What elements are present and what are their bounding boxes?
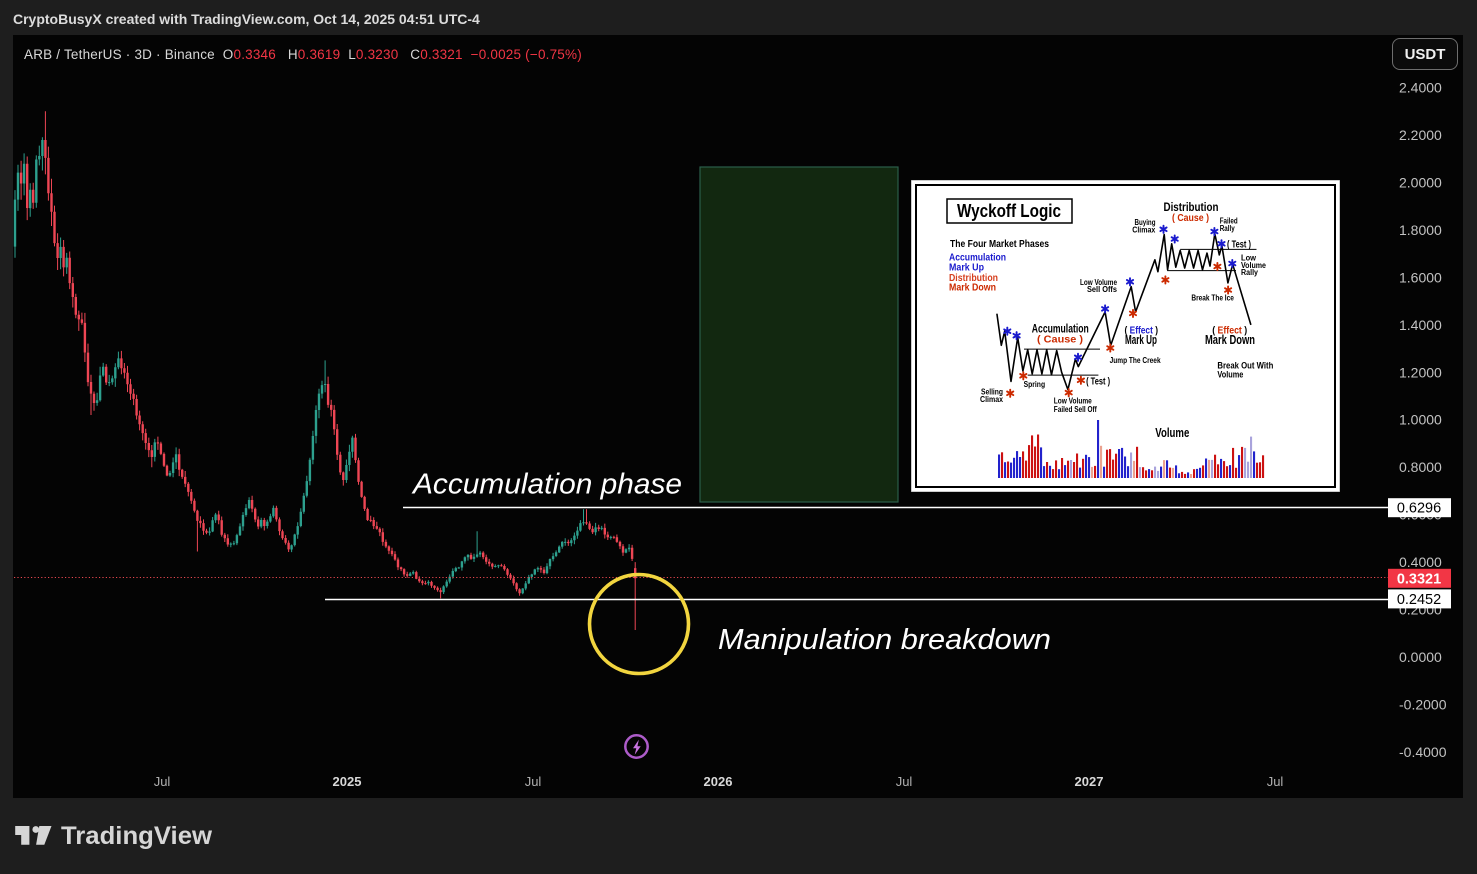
svg-text:0.2452: 0.2452 xyxy=(1397,592,1441,608)
svg-text:( Effect ): ( Effect ) xyxy=(1125,324,1159,336)
svg-text:Jump The Creek: Jump The Creek xyxy=(1110,356,1161,365)
svg-text:( Test ): ( Test ) xyxy=(1227,240,1251,251)
svg-text:Break Out With: Break Out With xyxy=(1217,360,1273,371)
svg-text:0.0000: 0.0000 xyxy=(1399,649,1442,665)
svg-text:Climax: Climax xyxy=(1132,226,1155,235)
svg-text:1.4000: 1.4000 xyxy=(1399,317,1442,333)
svg-text:2027: 2027 xyxy=(1075,774,1104,789)
svg-text:0.6296: 0.6296 xyxy=(1397,501,1441,517)
svg-text:Failed: Failed xyxy=(1220,216,1238,225)
svg-text:Break The Ice: Break The Ice xyxy=(1191,294,1234,303)
svg-text:1.2000: 1.2000 xyxy=(1399,364,1442,380)
svg-text:2.4000: 2.4000 xyxy=(1399,80,1442,96)
svg-text:( Test ): ( Test ) xyxy=(1086,376,1110,387)
svg-text:Manipulation breakdown: Manipulation breakdown xyxy=(718,624,1051,656)
svg-text:Jul: Jul xyxy=(154,774,171,789)
svg-text:Volume: Volume xyxy=(1155,426,1189,440)
svg-text:The Four Market Phases: The Four Market Phases xyxy=(950,238,1049,250)
svg-text:Distribution: Distribution xyxy=(949,272,998,284)
svg-text:Rally: Rally xyxy=(1241,268,1258,277)
svg-text:2.2000: 2.2000 xyxy=(1399,127,1442,143)
svg-text:Mark Up: Mark Up xyxy=(1125,333,1157,347)
svg-text:1.6000: 1.6000 xyxy=(1399,269,1442,285)
svg-text:Selling: Selling xyxy=(981,388,1003,397)
svg-text:Low: Low xyxy=(1241,254,1257,263)
svg-text:Wyckoff Logic: Wyckoff Logic xyxy=(957,201,1061,221)
svg-text:Distribution: Distribution xyxy=(1164,202,1219,214)
svg-text:Jul: Jul xyxy=(896,774,913,789)
svg-text:( Effect ): ( Effect ) xyxy=(1212,324,1247,336)
svg-text:Mark Down: Mark Down xyxy=(949,282,996,294)
svg-text:Low Volume: Low Volume xyxy=(1080,278,1117,287)
svg-text:Buying: Buying xyxy=(1135,218,1156,227)
svg-text:0.3321: 0.3321 xyxy=(1397,571,1441,587)
svg-text:2.0000: 2.0000 xyxy=(1399,174,1442,190)
svg-text:Low Volume: Low Volume xyxy=(1054,397,1092,406)
svg-text:TradingView: TradingView xyxy=(61,822,213,850)
svg-text:Volume: Volume xyxy=(1241,261,1266,270)
svg-text:( Cause ): ( Cause ) xyxy=(1172,212,1209,224)
svg-text:Sell Offs: Sell Offs xyxy=(1087,285,1118,294)
svg-text:1.8000: 1.8000 xyxy=(1399,222,1442,238)
svg-text:2025: 2025 xyxy=(333,774,362,789)
svg-text:Mark Up: Mark Up xyxy=(949,262,984,274)
svg-text:-0.2000: -0.2000 xyxy=(1399,697,1447,713)
svg-text:Jul: Jul xyxy=(525,774,542,789)
svg-text:Spring: Spring xyxy=(1024,380,1046,389)
svg-text:Volume: Volume xyxy=(1217,370,1243,381)
svg-text:( Cause ): ( Cause ) xyxy=(1037,333,1083,345)
svg-text:Rally: Rally xyxy=(1220,224,1235,233)
svg-text:Failed Sell Off: Failed Sell Off xyxy=(1054,405,1097,414)
svg-text:Accumulation phase: Accumulation phase xyxy=(411,469,682,501)
svg-text:Accumulation: Accumulation xyxy=(949,252,1006,264)
svg-text:Accumulation: Accumulation xyxy=(1032,321,1089,335)
svg-text:1.0000: 1.0000 xyxy=(1399,412,1442,428)
svg-text:2026: 2026 xyxy=(704,774,733,789)
svg-text:Climax: Climax xyxy=(980,395,1003,404)
svg-text:0.8000: 0.8000 xyxy=(1399,459,1442,475)
svg-text:Mark Down: Mark Down xyxy=(1205,333,1255,347)
svg-text:-0.4000: -0.4000 xyxy=(1399,744,1447,760)
svg-text:Jul: Jul xyxy=(1267,774,1284,789)
svg-text:0.4000: 0.4000 xyxy=(1399,554,1442,570)
